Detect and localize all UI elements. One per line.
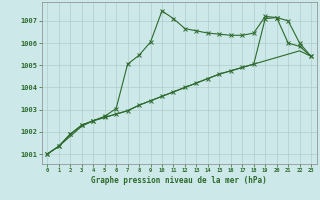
X-axis label: Graphe pression niveau de la mer (hPa): Graphe pression niveau de la mer (hPa) xyxy=(91,176,267,185)
